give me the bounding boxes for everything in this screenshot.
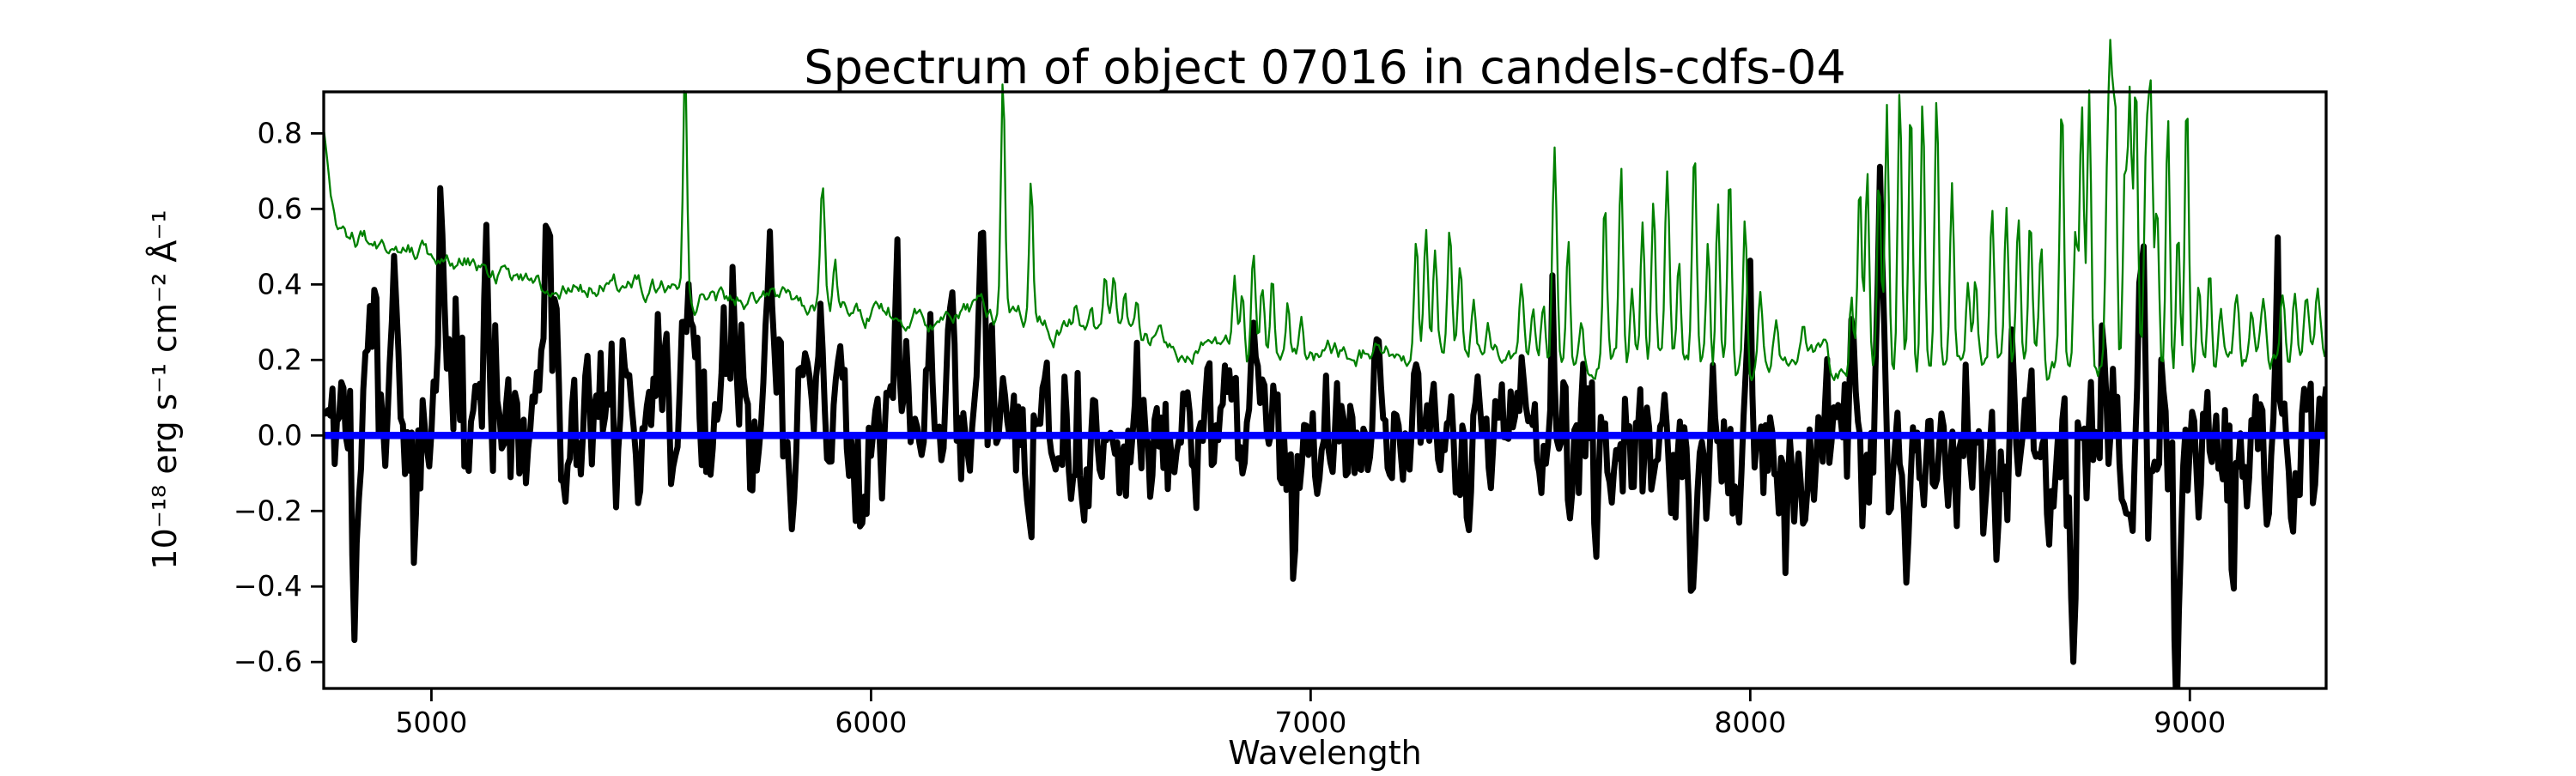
- x-axis-label: Wavelength: [1228, 734, 1421, 772]
- sky-noise-spectrum-line: [322, 39, 2326, 382]
- y-tick-label: −0.2: [234, 494, 302, 527]
- x-tick-label: 6000: [835, 706, 907, 739]
- observed-flux-spectrum-line: [324, 163, 2326, 688]
- y-tick-label: 0.2: [258, 343, 302, 376]
- y-tick-label: 0.8: [258, 116, 302, 149]
- y-tick-label: 0.4: [258, 267, 302, 300]
- x-tick-label: 5000: [395, 706, 467, 739]
- x-tick-label: 7000: [1274, 706, 1346, 739]
- y-tick-label: −0.6: [234, 645, 302, 678]
- y-tick-label: 0.6: [258, 191, 302, 225]
- y-axis-label: 10⁻¹⁸ erg s⁻¹ cm⁻² Å⁻¹: [146, 209, 184, 569]
- y-tick-label: 0.0: [258, 418, 302, 452]
- y-tick-label: −0.4: [234, 569, 302, 603]
- plot-frame: [322, 90, 2328, 690]
- plot-area: [322, 39, 2326, 688]
- x-tick-label: 8000: [1714, 706, 1786, 739]
- chart-title: Spectrum of object 07016 in candels-cdfs…: [804, 40, 1845, 94]
- axis-ticks: 5000 6000 7000 8000 9000 0.8 0.6 0.4 0.2 0.0 −0.2 −…: [234, 116, 2226, 739]
- x-tick-label: 9000: [2154, 706, 2226, 739]
